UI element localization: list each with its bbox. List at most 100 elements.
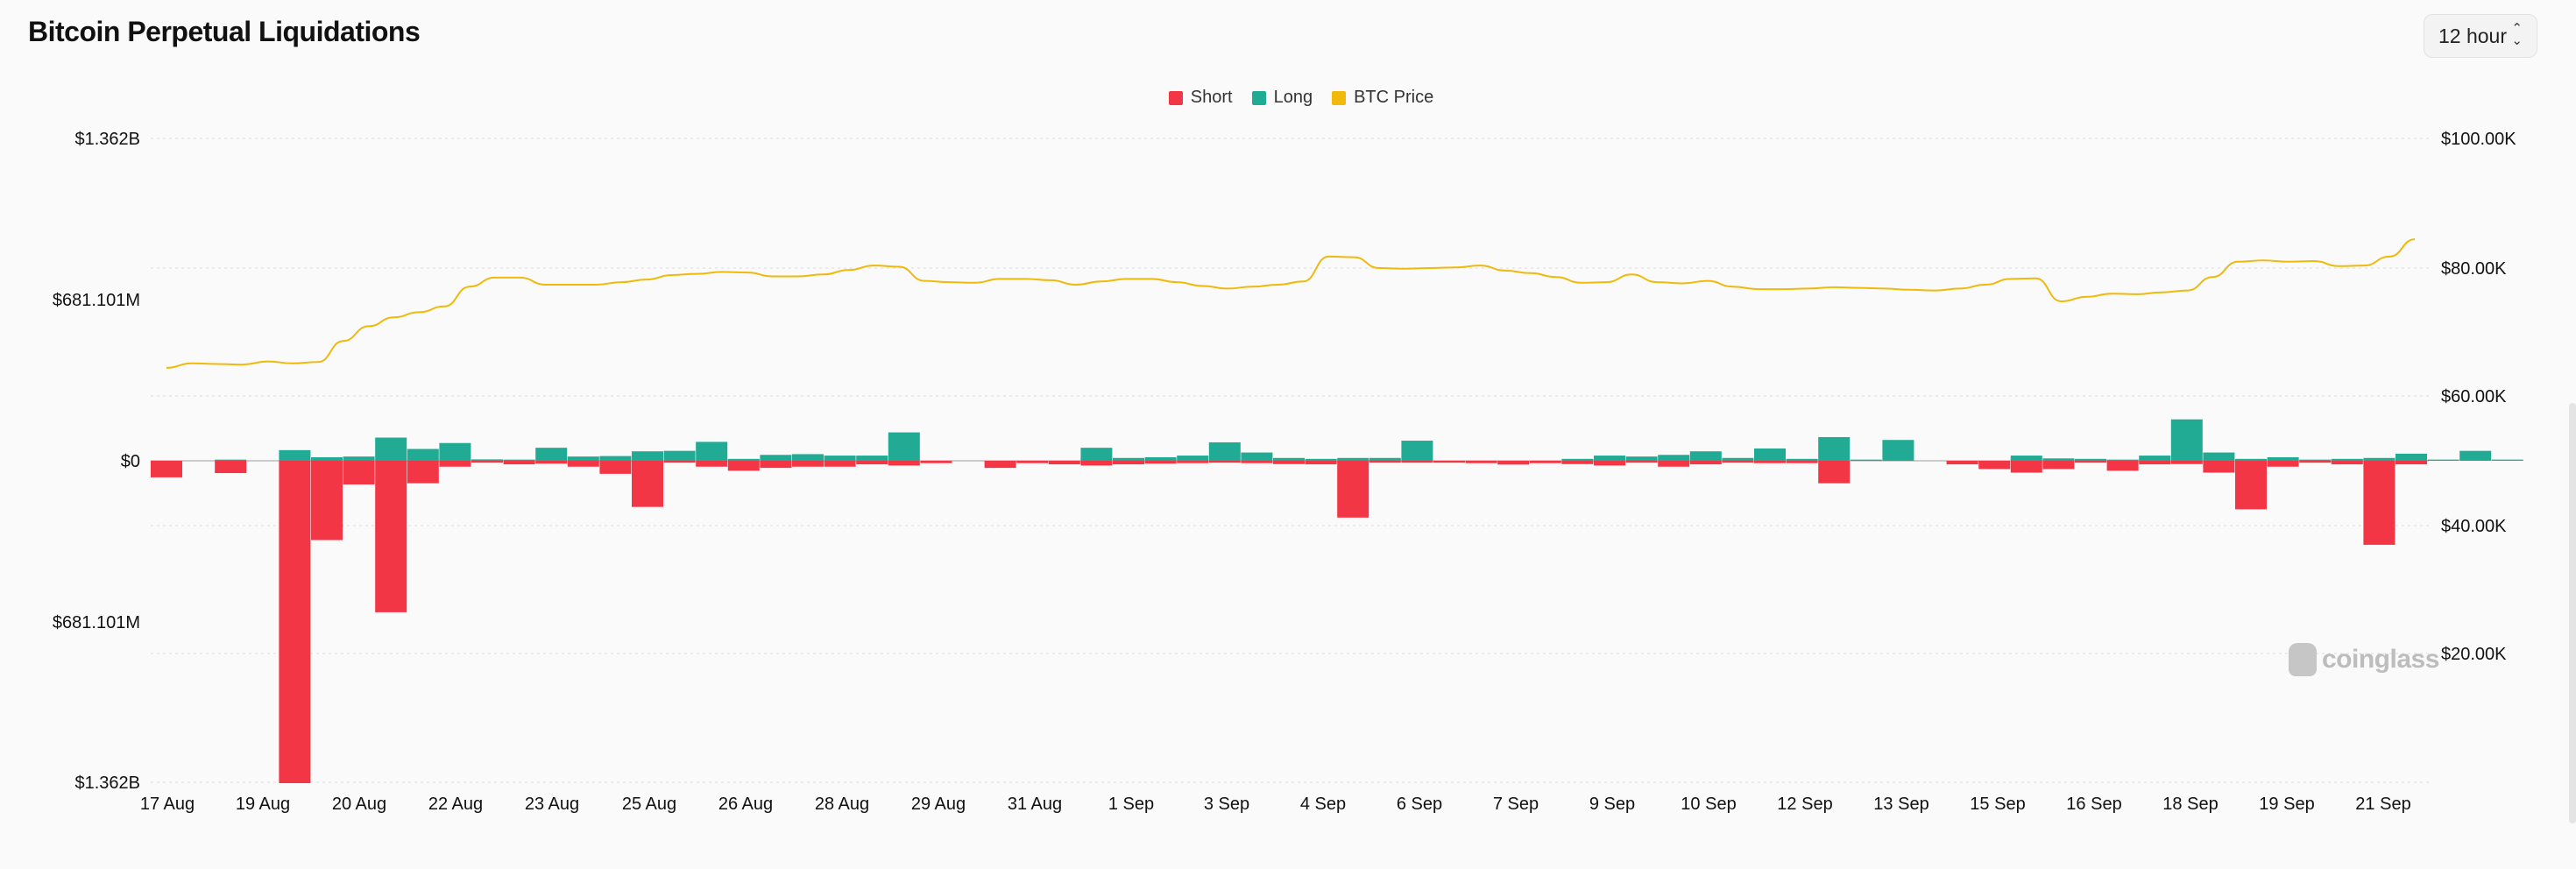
x-axis-tick-label: 15 Sep <box>1970 795 2025 814</box>
left-axis-tick-label: $681.101M <box>53 613 140 632</box>
long-bar <box>1241 452 1273 461</box>
short-bar <box>1433 461 1465 463</box>
short-bar <box>663 461 696 463</box>
long-bar <box>2331 458 2363 461</box>
short-bar <box>1144 461 1177 464</box>
long-bar <box>1561 458 1594 461</box>
legend-item-btc-price[interactable]: BTC Price <box>1306 88 1433 108</box>
short-bar <box>2170 461 2203 464</box>
short-bar <box>567 461 599 467</box>
long-bar <box>2267 456 2299 461</box>
x-axis-tick-label: 1 Sep <box>1108 795 1154 814</box>
x-axis-tick-label: 28 Aug <box>815 795 869 814</box>
short-bar <box>1754 461 1786 463</box>
x-axis-tick-label: 7 Sep <box>1493 795 1539 814</box>
short-bar <box>2299 461 2332 463</box>
long-bar <box>888 432 920 461</box>
short-bar <box>1048 461 1080 465</box>
short-bar <box>599 461 632 474</box>
long-bar <box>1080 448 1113 461</box>
x-axis-tick-label: 19 Aug <box>236 795 290 814</box>
short-bar <box>1722 461 1754 463</box>
left-axis-tick-label: $681.101M <box>53 291 140 310</box>
right-axis-tick-label: $40.00K <box>2441 517 2507 536</box>
long-bar <box>2491 459 2523 461</box>
long-bar <box>1337 457 1369 461</box>
short-bar <box>1016 461 1049 463</box>
legend-label-long: Long <box>1273 88 1313 107</box>
legend-swatch-long <box>1251 90 1266 105</box>
long-bar <box>1850 459 1882 461</box>
x-axis-tick-label: 13 Sep <box>1873 795 1928 814</box>
short-bar <box>888 461 920 466</box>
long-bar <box>471 459 503 461</box>
short-bar <box>1497 461 1530 465</box>
long-bar <box>2170 419 2203 461</box>
x-axis-tick-label: 6 Sep <box>1397 795 1442 814</box>
short-bar <box>439 461 471 467</box>
right-axis-tick-label: $20.00K <box>2441 645 2507 664</box>
long-bar <box>535 448 568 461</box>
legend-label-btc-price: BTC Price <box>1354 88 1434 107</box>
x-axis-tick-label: 10 Sep <box>1681 795 1736 814</box>
long-bar <box>1208 442 1241 461</box>
long-bar <box>1177 456 1209 461</box>
short-bar <box>760 461 792 469</box>
long-bar <box>2299 459 2332 461</box>
page-title: Bitcoin Perpetual Liquidations <box>28 16 421 47</box>
short-bar <box>727 461 760 471</box>
long-bar <box>2427 459 2459 461</box>
short-bar <box>2203 461 2235 473</box>
short-bar <box>1369 461 1401 463</box>
x-axis-tick-label: 16 Sep <box>2066 795 2121 814</box>
long-bar <box>343 456 375 461</box>
x-axis-tick-label: 20 Aug <box>332 795 386 814</box>
long-bar <box>1882 440 1914 461</box>
short-bar <box>1946 461 1978 465</box>
btc-price-line <box>166 238 2416 369</box>
x-axis-tick-label: 31 Aug <box>1008 795 1062 814</box>
long-bar <box>2235 458 2267 461</box>
legend-item-long[interactable]: Long <box>1226 88 1313 108</box>
short-bar <box>1625 461 1658 463</box>
long-bar <box>2075 458 2106 461</box>
long-bar <box>599 456 632 461</box>
short-bar <box>824 461 856 467</box>
short-bar <box>2106 461 2139 471</box>
short-bar <box>2331 461 2363 465</box>
short-bar <box>856 461 888 465</box>
long-bar <box>1113 457 1144 461</box>
long-bar <box>1786 458 1818 461</box>
short-bar <box>1689 461 1722 465</box>
x-axis-tick-label: 22 Aug <box>428 795 483 814</box>
short-bar <box>2267 461 2299 467</box>
short-bar <box>535 461 568 464</box>
short-bar <box>2139 461 2171 465</box>
page-scrollbar[interactable] <box>2569 403 2576 823</box>
short-bar <box>1208 461 1241 463</box>
long-bar <box>2396 453 2427 461</box>
short-bar <box>632 461 663 507</box>
long-bar <box>1401 441 1433 461</box>
short-bar <box>311 461 343 540</box>
short-bar <box>792 461 824 467</box>
short-bar <box>2235 461 2267 510</box>
left-axis-tick-label: $0 <box>121 452 140 471</box>
x-axis-tick-label: 25 Aug <box>622 795 676 814</box>
short-bar <box>1305 461 1337 465</box>
long-bar <box>2459 450 2492 461</box>
interval-select[interactable]: 12 hour ⌃ ⌄ <box>2424 14 2537 58</box>
short-bar <box>1786 461 1818 463</box>
short-bar <box>696 461 728 467</box>
long-bar <box>1369 457 1401 461</box>
short-bar <box>1561 461 1594 464</box>
long-bar <box>663 450 696 461</box>
long-bar <box>567 456 599 461</box>
long-bar <box>2139 456 2171 461</box>
long-bar <box>1625 456 1658 461</box>
right-axis-tick-label: $60.00K <box>2441 387 2507 406</box>
short-bar <box>471 461 503 463</box>
right-axis-tick-label: $80.00K <box>2441 259 2507 279</box>
legend-item-short[interactable]: Short <box>1143 88 1233 108</box>
short-bar <box>407 461 439 484</box>
